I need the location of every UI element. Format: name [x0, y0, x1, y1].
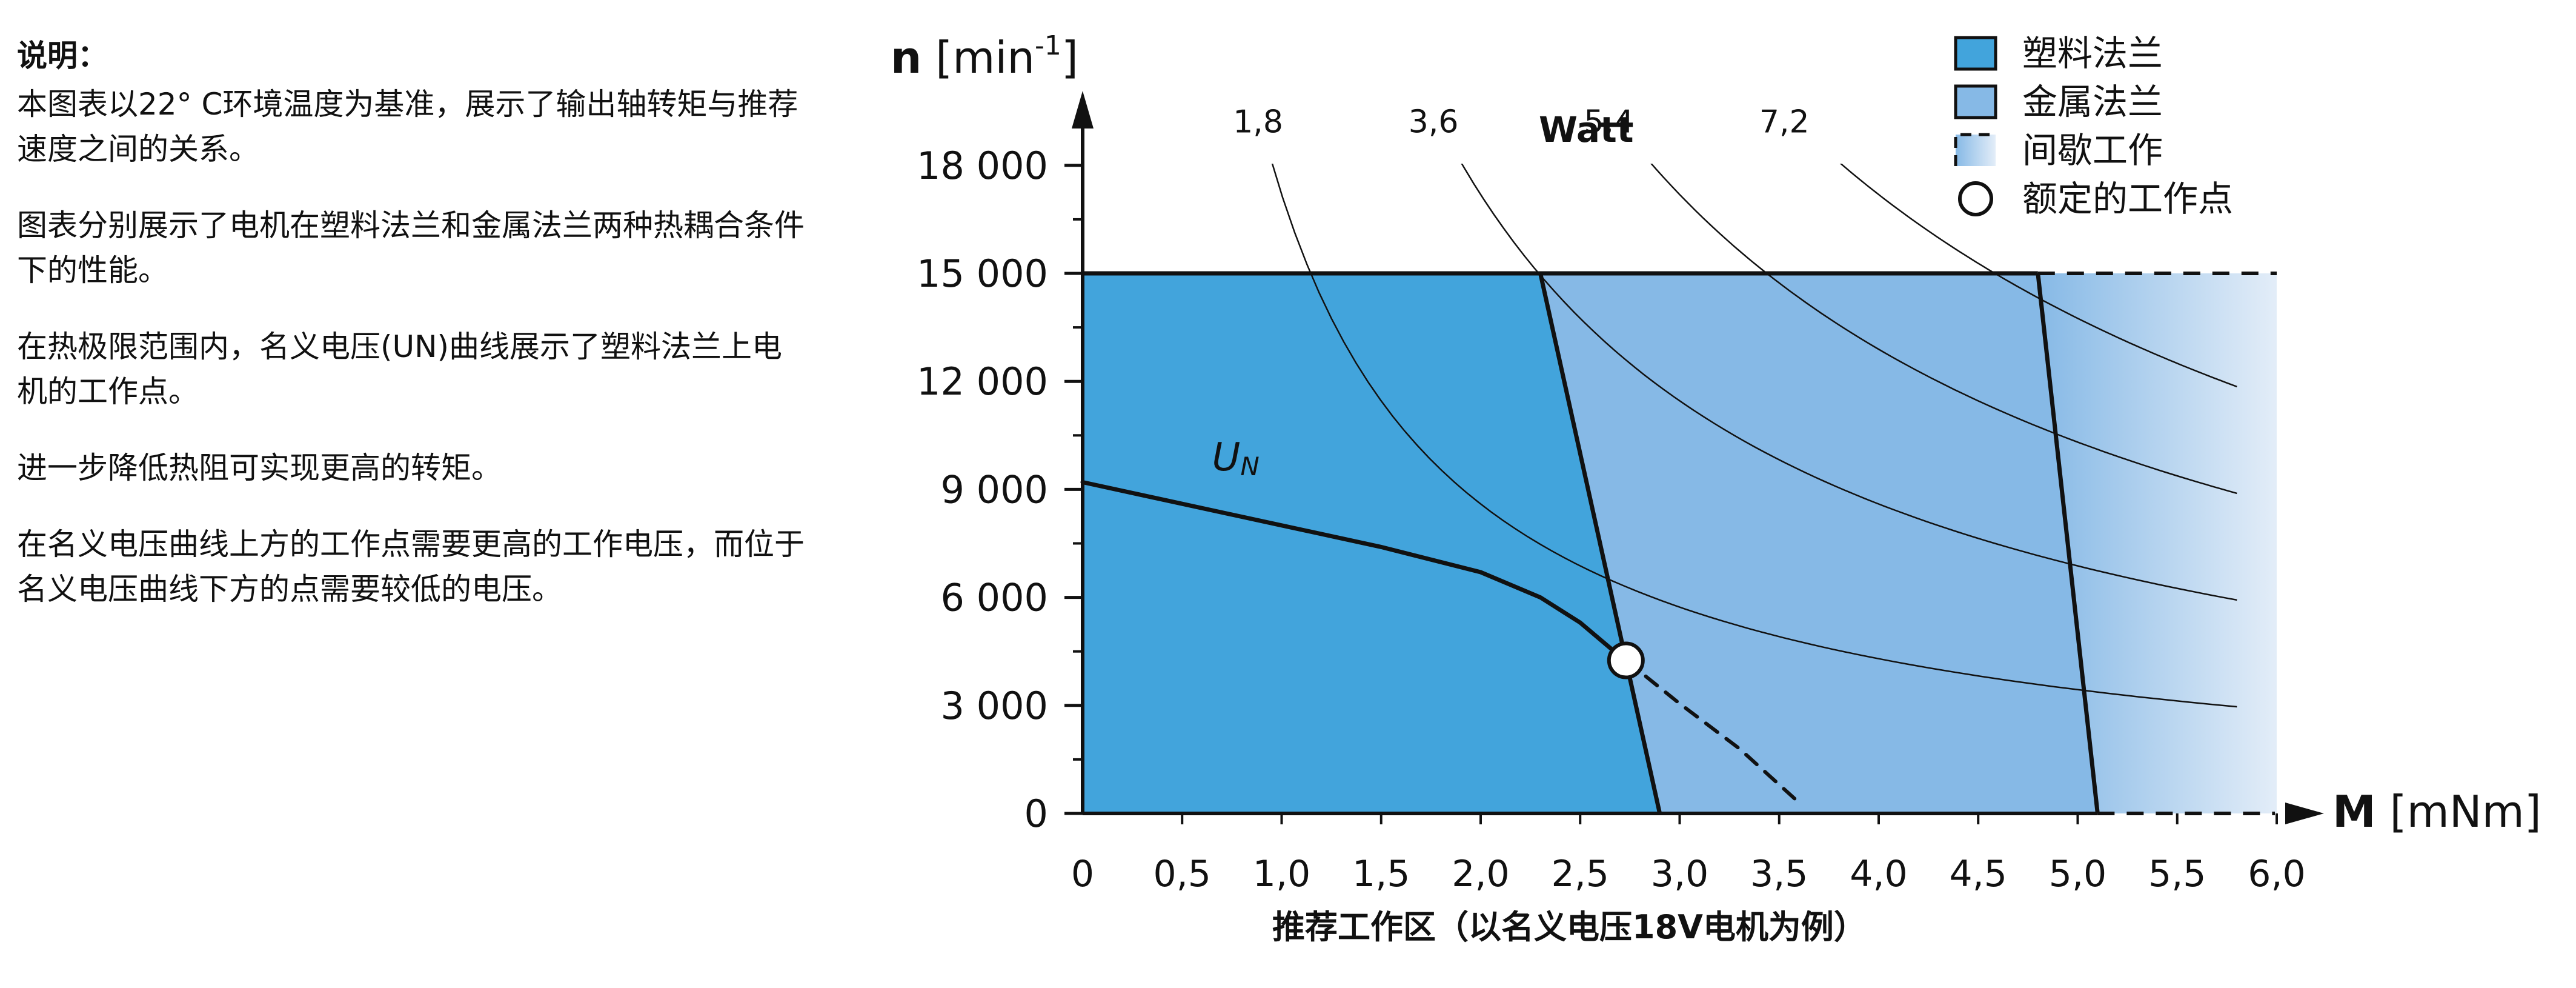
x-tick-label: 0,5 [1154, 853, 1211, 895]
legend-swatch-intermittent [1956, 135, 1996, 166]
explanation-panel: 说明： 本图表以22° C环境温度为基准，展示了输出轴转矩与推荐速度之间的关系。… [17, 33, 805, 643]
power-curve-label: 7,2 [1759, 104, 1810, 141]
y-tick-label: 15 000 [917, 252, 1048, 296]
y-tick-label: 9 000 [941, 467, 1049, 512]
legend-label: 金属法兰 [2022, 81, 2163, 122]
x-tick-label: 3,5 [1750, 853, 1808, 895]
power-unit-label: Watt [1539, 109, 1634, 150]
x-tick-label: 1,5 [1352, 853, 1410, 895]
x-tick-label: 6,0 [2248, 853, 2305, 895]
y-tick-label: 18 000 [917, 144, 1048, 188]
y-tick-label: 6 000 [941, 576, 1049, 620]
explanation-title: 说明： [17, 38, 108, 73]
x-tick-label: 4,5 [1950, 853, 2007, 895]
x-tick-label: 2,5 [1552, 853, 1609, 895]
power-curve-5-4 [1650, 164, 2237, 495]
power-curve-3-6 [1461, 164, 2237, 601]
legend-label: 塑料法兰 [2022, 33, 2163, 74]
legend-swatch-metal [1954, 84, 1997, 119]
y-tick-label: 3 000 [941, 684, 1049, 728]
power-curve-label: 3,6 [1409, 104, 1459, 141]
x-tick-label: 1,0 [1253, 853, 1310, 895]
explanation-paragraph: 在热极限范围内，名义电压(UN)曲线展示了塑料法兰上电机的工作点。 [17, 329, 783, 409]
power-curve-7-2 [1839, 164, 2237, 388]
metal-limit-line [2036, 273, 2100, 814]
x-axis-arrow [2285, 803, 2324, 824]
explanation-paragraph: 进一步降低热阻可实现更高的转矩。 [17, 450, 502, 486]
power-curve-1-8 [1271, 164, 2237, 708]
x-tick-label: 0 [1071, 853, 1094, 895]
y-axis-arrow [1072, 91, 1094, 129]
x-axis-title: M [mNm] [2332, 786, 2541, 837]
y-tick-label: 0 [1024, 792, 1048, 836]
explanation-paragraph: 图表分别展示了电机在塑料法兰和金属法兰两种热耦合条件下的性能。 [17, 208, 805, 288]
x-tick-label: 5,5 [2148, 853, 2206, 895]
legend-swatch-plastic [1954, 36, 1997, 71]
x-tick-label: 3,0 [1651, 853, 1708, 895]
plastic-limit-line [1538, 273, 1662, 814]
y-axis-title: n [min-1] [891, 30, 1078, 83]
un-curve [1080, 480, 1628, 663]
explanation-paragraph: 本图表以22° C环境温度为基准，展示了输出轴转矩与推荐速度之间的关系。 [17, 87, 798, 167]
x-caption: 推荐工作区（以名义电压18V电机为例） [1272, 908, 1867, 946]
legend-label: 额定的工作点 [2022, 178, 2233, 219]
y-tick-label: 12 000 [917, 359, 1048, 404]
rated-operating-point [1607, 641, 1645, 679]
x-tick-label: 4,0 [1850, 853, 1907, 895]
region-intermittent [2037, 273, 2277, 813]
power-curve-label: 1,8 [1233, 104, 1283, 141]
explanation-paragraph: 在名义电压曲线上方的工作点需要更高的工作电压，而位于名义电压曲线下方的点需要较低… [17, 527, 805, 607]
power-curve-label: 5,4 [1584, 104, 1634, 141]
x-tick-label: 5,0 [2049, 853, 2106, 895]
x-tick-label: 2,0 [1452, 853, 1509, 895]
un-curve-dashed [1624, 658, 1801, 805]
legend-label: 间歇工作 [2022, 130, 2163, 171]
legend-swatch-intermittent-border [1954, 133, 1996, 166]
region-metal-flange [1540, 273, 2098, 813]
legend-swatch-point [1958, 181, 1993, 216]
